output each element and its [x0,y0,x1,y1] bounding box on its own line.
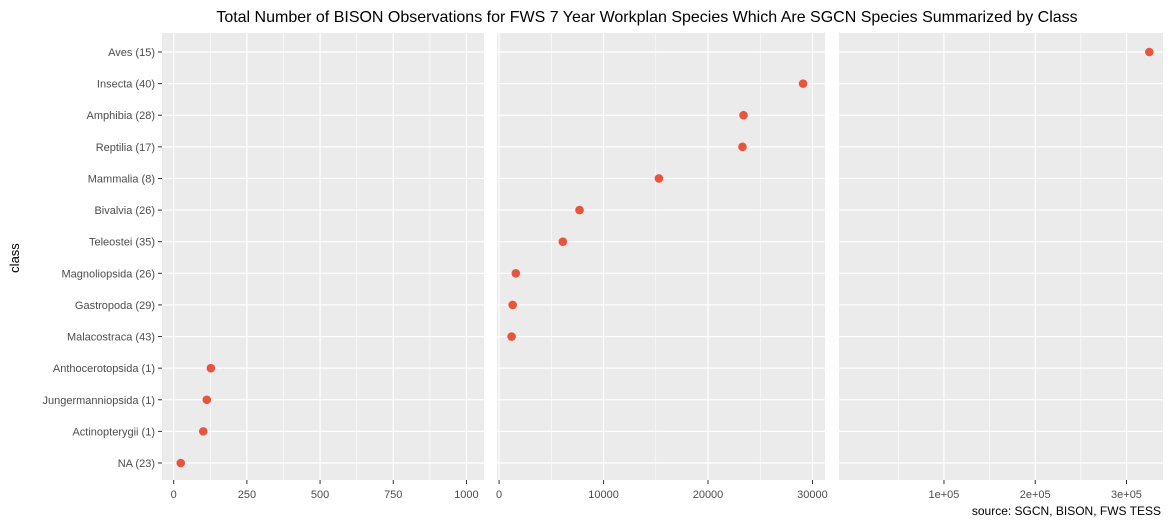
data-point [507,332,516,341]
chart-caption: source: SGCN, BISON, FWS TESS [972,504,1161,518]
y-tick-label: Aves (15) [108,47,155,59]
y-tick-label: Amphibia (28) [87,110,155,122]
y-tick-label: Reptilia (17) [96,142,155,154]
data-point [739,110,748,120]
x-tick-label: 30000 [797,489,828,501]
panel-background [839,33,1163,480]
y-tick-label: NA (23) [118,458,155,470]
x-tick-label: 1000 [454,489,478,501]
x-tick-label: 20000 [693,489,724,501]
data-point [176,458,186,468]
y-tick-label: Bivalvia (26) [94,205,155,217]
y-tick-label: Teleostei (35) [89,237,155,249]
y-tick-label: Gastropoda (29) [75,300,155,312]
data-point [558,237,568,246]
data-point [575,205,584,215]
y-tick-label: Anthocerotopsida (1) [53,363,155,375]
y-tick-label: Malacostraca (43) [67,332,155,344]
chart-title: Total Number of BISON Observations for F… [216,9,1077,26]
y-axis-title: class [7,243,22,273]
facet-panel-1: 0 250 500 750 1000 [162,33,484,501]
y-tick-label: Insecta (40) [97,79,155,91]
x-tick-label: 0 [496,489,502,501]
x-tick-label: 750 [384,489,402,501]
x-tick-label: 2e+05 [1020,489,1051,501]
x-tick-label: 250 [238,489,256,501]
y-tick-label: Jungermanniopsida (1) [42,395,155,407]
y-tick-label: Mammalia (8) [88,173,155,185]
x-tick-label: 500 [311,489,329,501]
panel-background [162,33,484,480]
data-point [206,363,216,373]
data-point [738,142,747,152]
y-axis-labels: Aves (15) Insecta (40) Amphibia (28) Reptil… [42,47,162,470]
data-point [202,395,212,405]
facet-panel-3: 1e+05 2e+05 3e+05 [839,33,1163,501]
data-point [1145,47,1154,57]
data-point [654,174,664,183]
x-tick-label: 3e+05 [1111,489,1142,501]
panel-background [497,33,825,480]
facet-panel-2: 0 10000 20000 30000 [496,33,828,501]
data-point [798,79,808,88]
x-tick-label: 0 [171,489,177,501]
y-tick-label: Actinopterygii (1) [72,426,155,438]
x-tick-label: 10000 [588,489,619,501]
data-point [511,269,521,278]
data-point [198,427,208,436]
data-point [508,300,517,310]
x-tick-label: 1e+05 [929,489,960,501]
y-tick-label: Magnoliopsida (26) [61,268,155,280]
